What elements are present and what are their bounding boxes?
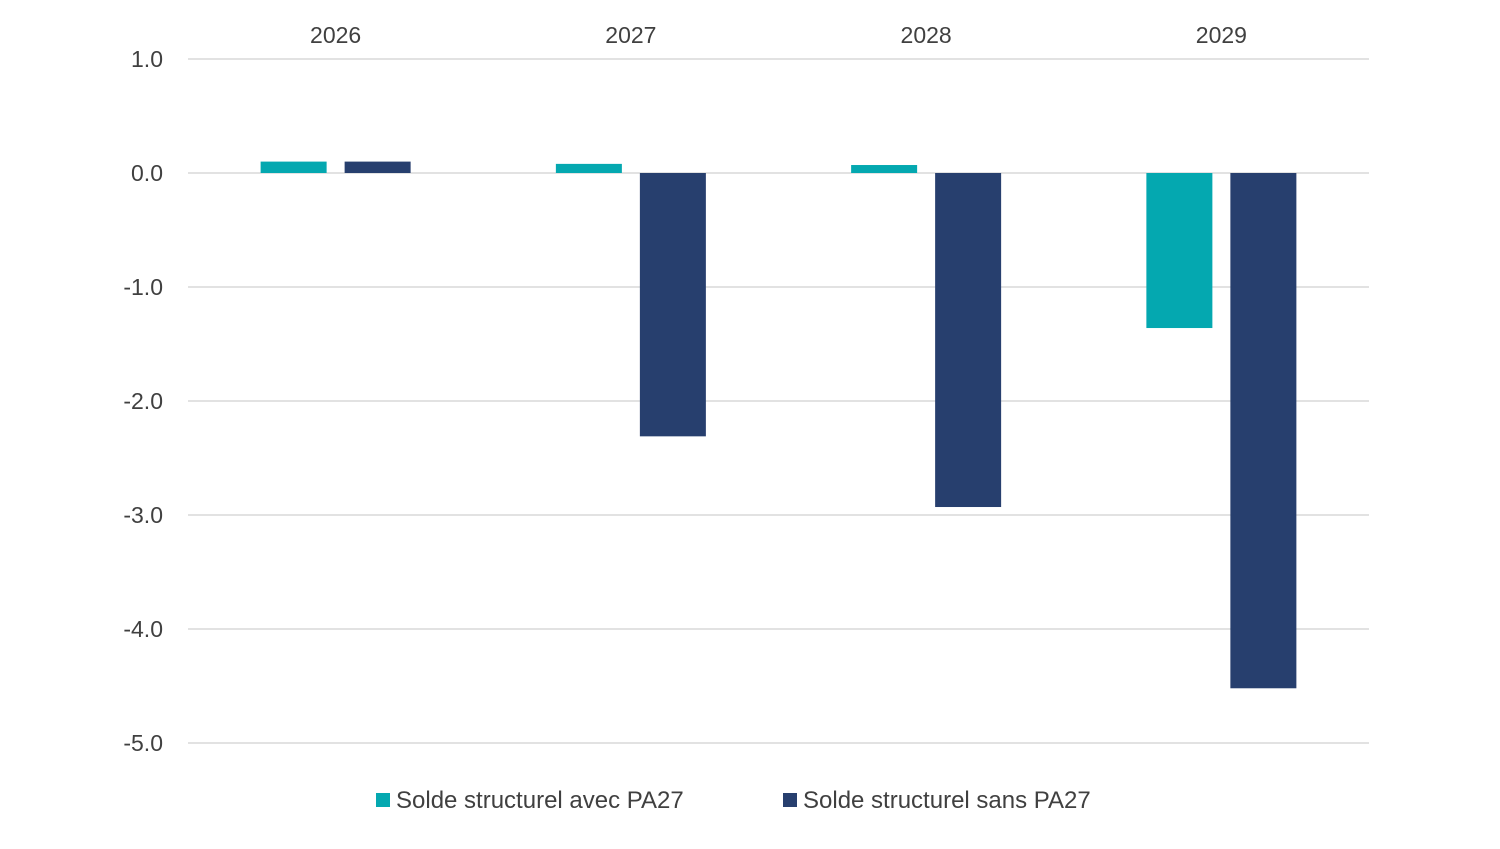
y-tick-label: 0.0 (131, 160, 163, 186)
bar-avec-2026 (260, 161, 327, 173)
x-tick-label: 2027 (605, 22, 656, 48)
y-tick-label: -5.0 (123, 730, 163, 756)
y-tick-label: -2.0 (123, 388, 163, 414)
y-tick-label: -1.0 (123, 274, 163, 300)
bar-avec-2027 (555, 163, 622, 173)
y-tick-label: -3.0 (123, 502, 163, 528)
legend-swatch (376, 793, 390, 807)
x-tick-label: 2026 (310, 22, 361, 48)
bar-sans-2029 (1230, 173, 1297, 689)
legend-label: Solde structurel avec PA27 (396, 787, 684, 814)
x-tick-label: 2028 (901, 22, 952, 48)
x-tick-label: 2029 (1196, 22, 1247, 48)
legend-swatch (783, 793, 797, 807)
legend-label: Solde structurel sans PA27 (803, 787, 1091, 814)
y-tick-label: -4.0 (123, 616, 163, 642)
y-tick-label: 1.0 (131, 46, 163, 72)
bar-sans-2026 (344, 161, 411, 173)
bar-avec-2028 (851, 165, 918, 173)
bar-sans-2028 (935, 173, 1002, 508)
bar-avec-2029 (1146, 173, 1213, 329)
bar-sans-2027 (639, 173, 706, 437)
